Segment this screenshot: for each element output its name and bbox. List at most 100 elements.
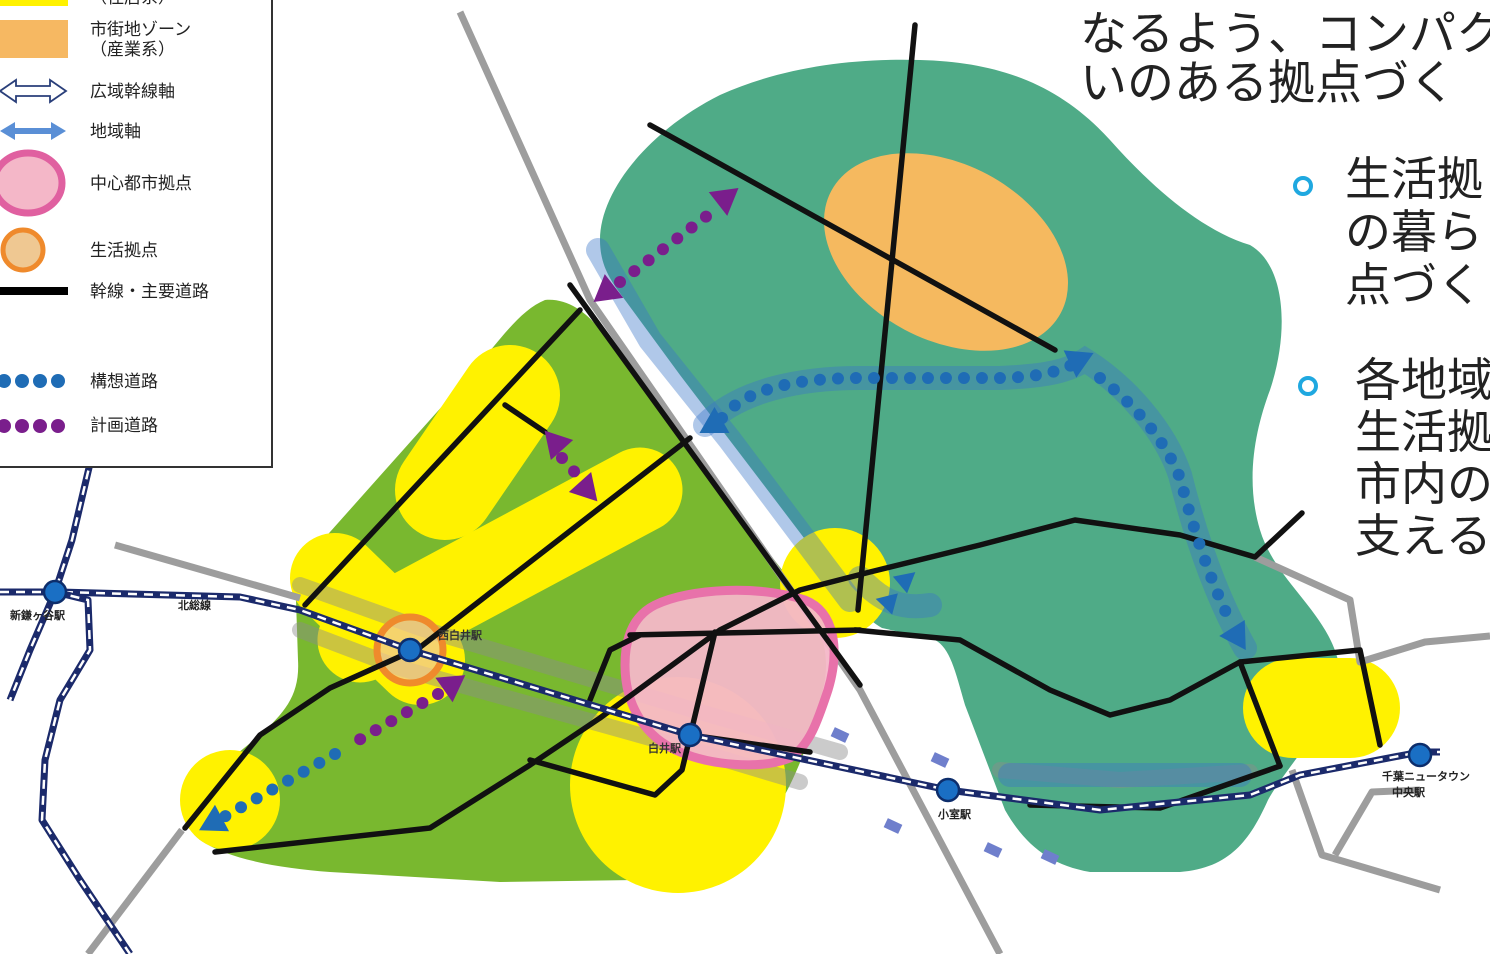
station-label-nishi-shiroi: 西白井駅: [438, 628, 482, 642]
main-road-north: [855, 22, 918, 613]
legend-label-concept-road: 構想道路: [90, 372, 158, 392]
station-chiba-nt-chuo: [1407, 742, 1433, 768]
concept-road-loop: [716, 356, 1238, 631]
legend-label-industrial: 市街地ゾーン: [90, 20, 192, 40]
legend-swatch-residential: [0, 0, 68, 6]
station-shin-kamagaya: [42, 579, 68, 605]
legend-label-residential: （住居系）: [90, 0, 175, 8]
grey-road-southwest: [85, 827, 185, 954]
station-label-shiroi: 白井駅: [648, 741, 681, 755]
bullet-line: 支える: [1355, 510, 1490, 562]
arrow-head: [1063, 350, 1094, 378]
axis-marker: [1040, 849, 1060, 865]
legend-swatch-local-axis-icon: [0, 122, 66, 140]
main-road-hub: [627, 627, 863, 638]
railway-south: [38, 588, 133, 954]
stations: [42, 579, 1433, 803]
legend-label-industrial-sub: （産業系）: [90, 40, 175, 60]
railway-label-hokuso: 北総線: [178, 598, 211, 612]
planned-road-middle: [556, 452, 586, 484]
arrow-head: [699, 407, 730, 433]
planned-roads: [339, 206, 718, 754]
legend-label-central-hub: 中心都市拠点: [90, 174, 192, 194]
legend-swatch-regional-axis-icon: [0, 78, 68, 104]
hokuso-line-dash: [0, 590, 1440, 812]
bullet-text-2: 各地域 生活拠 市内の 支える: [1355, 354, 1490, 562]
legend-swatch-main-road: [0, 287, 68, 295]
main-road-west-1: [302, 307, 583, 608]
arrow-head: [199, 804, 230, 832]
grey-road-southeast: [1288, 768, 1441, 894]
station-komuro: [935, 777, 961, 803]
arrow-head: [435, 675, 466, 703]
planned-road-arrows: [435, 187, 739, 703]
arrow-head: [544, 430, 574, 461]
legend-swatch-central-hub: [0, 149, 66, 217]
arrow-head: [892, 572, 916, 594]
legend-label-main-road: 幹線・主要道路: [90, 282, 209, 302]
station-label-komuro: 小室駅: [937, 807, 971, 821]
station-label-shin-kamagaya: 新鎌ヶ谷駅: [10, 608, 65, 622]
axis-marker: [830, 727, 850, 743]
legend-swatch-concept-road: [0, 374, 65, 388]
arrow-head: [568, 471, 598, 502]
intro-line: いのある拠点づく: [1080, 59, 1456, 108]
bullet-text-1: 生活拠 の暮ら 点づく: [1345, 153, 1490, 312]
legend-swatch-planned-road: [0, 419, 65, 433]
industrial-zone: [824, 153, 1068, 351]
bullet-line: 生活拠: [1355, 406, 1490, 458]
legend-swatch-industrial: [0, 20, 68, 58]
residential-zone-chiba-nt: [1243, 658, 1400, 758]
railway-south-dash: [40, 590, 132, 954]
station-nishi-shiroi: [397, 637, 423, 663]
main-road-diagonal: [567, 282, 863, 688]
teal-zone: [600, 59, 1339, 873]
planned-road-southwest: [339, 688, 444, 754]
regional-axis-band-east: [992, 762, 1258, 789]
main-road-west-2: [407, 435, 693, 658]
local-axis-west: [586, 238, 862, 612]
bullet-line: 市内の: [1355, 458, 1490, 510]
main-road-shiroi: [527, 629, 718, 798]
concept-road-southwest: [216, 748, 341, 824]
station-label-chiba-nt-1: 千葉ニュータウン: [1382, 769, 1470, 783]
station-label-chiba-nt-2: 中央駅: [1392, 785, 1425, 799]
legend-label-life-hub: 生活拠点: [90, 241, 158, 261]
legend-label-local-axis: 地域軸: [90, 122, 141, 142]
concept-road-arrows: [199, 350, 1246, 832]
axis-marker: [983, 842, 1003, 858]
intro-text: なるよう、コンパク いのある拠点づく: [1080, 10, 1490, 108]
main-road-east-west: [212, 510, 1305, 855]
main-road-hub-loop: [587, 632, 643, 703]
bullet-line: 点づく: [1345, 259, 1483, 312]
axis-marker: [930, 752, 950, 768]
station-shiroi: [677, 722, 703, 748]
main-road-southwest: [182, 649, 413, 831]
axis-markers: [830, 727, 1060, 865]
axis-marker: [883, 818, 903, 834]
bullet-line: の暮ら: [1345, 206, 1483, 259]
arrow-head: [1219, 620, 1246, 651]
main-road-northeast: [647, 122, 1058, 353]
planned-road-north: [614, 206, 718, 288]
main-road-stub: [502, 402, 548, 435]
residential-zone-north: [395, 345, 560, 540]
arrow-head: [875, 593, 898, 615]
legend-label-regional-axis: 広域幹線軸: [90, 82, 175, 102]
map-legend: （住居系） 市街地ゾーン （産業系） 広域幹線軸 地域軸 中心都市拠点 生活拠点…: [0, 0, 273, 468]
legend-label-planned-road: 計画道路: [90, 416, 158, 436]
concept-roads: [216, 356, 1238, 824]
bullet-icon: [1293, 176, 1313, 196]
legend-swatch-life-hub: [0, 227, 46, 273]
bullet-line: 各地域: [1355, 354, 1490, 406]
grey-road-southeast-spur: [1331, 786, 1421, 857]
residential-zone-southwest: [180, 750, 280, 850]
arrow-head: [593, 274, 624, 303]
bullet-line: 生活拠: [1345, 153, 1483, 206]
arrow-head: [708, 187, 739, 216]
bullet-icon: [1298, 376, 1318, 396]
grey-road-west: [114, 541, 301, 602]
main-road-east-spur: [1237, 659, 1283, 769]
